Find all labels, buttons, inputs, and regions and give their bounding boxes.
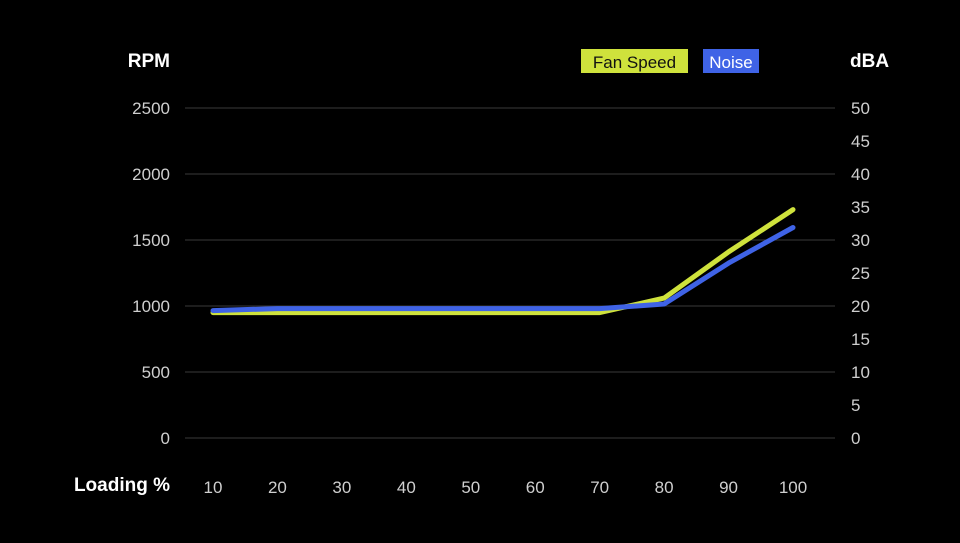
right-tick-label: 50 (851, 99, 870, 118)
legend: Fan Speed Noise (581, 49, 759, 73)
x-tick-label: 40 (397, 478, 416, 497)
left-axis-title: RPM (128, 51, 170, 72)
left-axis-ticks: 0 500 1000 1500 2000 2500 (132, 99, 170, 448)
right-axis-title: dBA (850, 51, 889, 72)
x-tick-label: 10 (204, 478, 223, 497)
legend-label-fan-speed: Fan Speed (593, 53, 676, 72)
x-tick-label: 30 (332, 478, 351, 497)
right-tick-label: 15 (851, 330, 870, 349)
x-tick-label: 100 (779, 478, 807, 497)
left-tick-label: 500 (142, 363, 170, 382)
right-tick-label: 45 (851, 132, 870, 151)
right-tick-label: 30 (851, 231, 870, 250)
right-tick-label: 20 (851, 297, 870, 316)
right-tick-label: 10 (851, 363, 870, 382)
x-tick-label: 50 (461, 478, 480, 497)
right-tick-label: 25 (851, 264, 870, 283)
x-tick-label: 90 (719, 478, 738, 497)
x-axis-ticks: 10 20 30 40 50 60 70 80 90 100 (204, 478, 808, 497)
right-tick-label: 35 (851, 198, 870, 217)
x-axis-title: Loading % (74, 475, 170, 496)
left-tick-label: 1000 (132, 297, 170, 316)
x-tick-label: 20 (268, 478, 287, 497)
left-tick-label: 2000 (132, 165, 170, 184)
right-axis-ticks: 0 5 10 15 20 25 30 35 40 45 50 (851, 99, 870, 448)
right-tick-label: 5 (851, 396, 860, 415)
grid-lines (185, 107, 835, 439)
series-lines (210, 207, 796, 316)
series-line-noise (210, 225, 796, 314)
x-tick-label: 70 (590, 478, 609, 497)
x-tick-label: 60 (526, 478, 545, 497)
left-tick-label: 1500 (132, 231, 170, 250)
right-tick-label: 40 (851, 165, 870, 184)
series-line-fan-speed (210, 207, 796, 316)
right-tick-label: 0 (851, 429, 860, 448)
legend-swatch-noise (703, 49, 759, 73)
x-tick-label: 80 (655, 478, 674, 497)
left-tick-label: 2500 (132, 99, 170, 118)
legend-label-noise: Noise (709, 53, 752, 72)
legend-swatch-fan-speed (581, 49, 688, 73)
left-tick-label: 0 (161, 429, 170, 448)
